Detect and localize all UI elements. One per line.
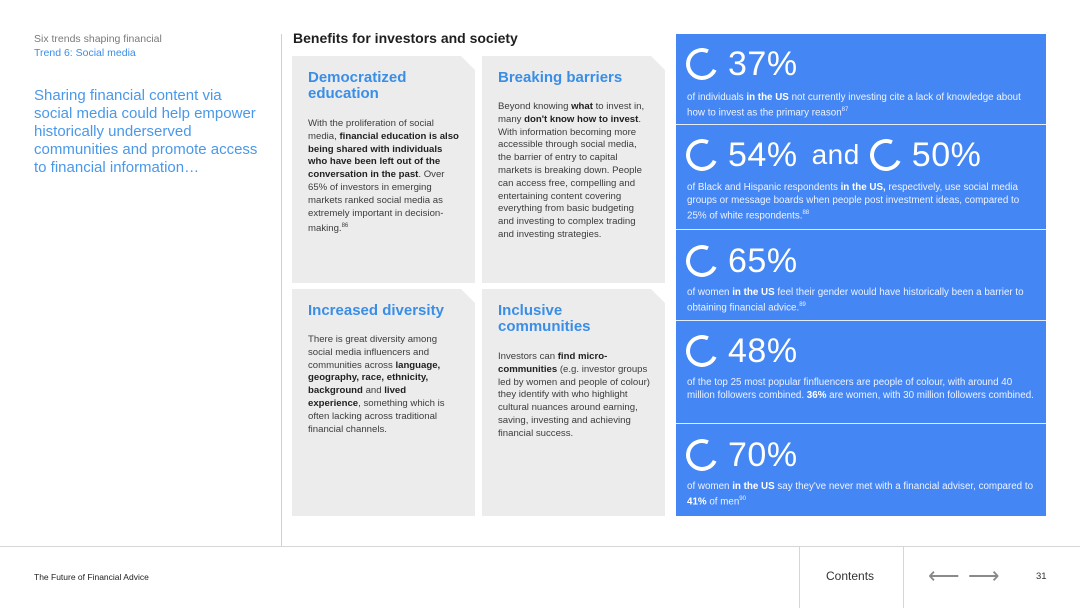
progress-ring-icon: [681, 330, 723, 372]
stat-description: of Black and Hispanic respondents in the…: [687, 182, 1020, 222]
footer-separator: [799, 546, 800, 608]
contents-link[interactable]: Contents: [826, 569, 875, 583]
stat-value: 48%: [728, 332, 798, 370]
card-body: There is great diversity among social me…: [308, 334, 445, 435]
progress-ring-icon: [681, 134, 723, 176]
stat-description: of women in the US say they've never met…: [687, 481, 1034, 508]
stats-panel: 37% of individuals in the US not current…: [676, 34, 1046, 516]
card-increased-diversity: Increased diversity There is great diver…: [292, 289, 475, 516]
breadcrumb-trend[interactable]: Trend 6: Social media: [34, 47, 136, 59]
stat-conjunction: and: [811, 139, 860, 170]
stat-block: 48% of the top 25 most popular finfluenc…: [676, 320, 1046, 423]
stat-description: of the top 25 most popular finfluencers …: [687, 377, 1034, 401]
lead-statement: Sharing financial content via social med…: [34, 87, 258, 176]
stat-value-secondary: 50%: [911, 136, 982, 174]
progress-ring-icon: [681, 434, 723, 476]
previous-page-arrow-icon[interactable]: ⟵: [928, 563, 960, 588]
stat-figure: 70%: [681, 434, 798, 476]
stat-description: of women in the US feel their gender wou…: [687, 287, 1024, 314]
card-title: Inclusive communities: [498, 302, 591, 335]
stat-value: 65%: [728, 242, 798, 280]
stat-figure: 54% and 50%: [681, 134, 982, 176]
card-democratized-education: Democratized education With the prolifer…: [292, 56, 475, 283]
progress-ring-icon: [681, 43, 723, 85]
stat-figure: 65%: [681, 240, 798, 282]
progress-ring-icon: [865, 134, 907, 176]
card-body: Beyond knowing what to invest in, many d…: [498, 101, 645, 240]
stat-value: 37%: [728, 45, 798, 83]
footer-separator: [903, 546, 904, 608]
stat-block: 37% of individuals in the US not current…: [676, 34, 1046, 124]
card-title: Increased diversity: [308, 302, 444, 319]
page-number: 31: [1036, 571, 1047, 582]
stat-value: 54%: [728, 136, 798, 174]
stat-block: 70% of women in the US say they've never…: [676, 423, 1046, 516]
footer-divider: [0, 546, 1080, 547]
stat-value: 70%: [728, 436, 798, 474]
next-page-arrow-icon[interactable]: ⟶: [968, 563, 1000, 588]
stat-description: of individuals in the US not currently i…: [687, 92, 1021, 119]
breadcrumb-section[interactable]: Six trends shaping financial: [34, 33, 162, 45]
section-title: Benefits for investors and society: [293, 30, 518, 46]
breadcrumb: Six trends shaping financial Trend 6: So…: [34, 32, 162, 60]
card-body: Investors can find micro-communities (e.…: [498, 351, 650, 439]
stat-figure: 37%: [681, 43, 798, 85]
card-title: Breaking barriers: [498, 69, 623, 86]
stat-block: 65% of women in the US feel their gender…: [676, 229, 1046, 320]
card-breaking-barriers: Breaking barriers Beyond knowing what to…: [482, 56, 665, 283]
card-body: With the proliferation of social media, …: [308, 118, 459, 235]
stat-figure: 48%: [681, 330, 798, 372]
stat-block: 54% and 50% of Black and Hispanic respon…: [676, 124, 1046, 229]
vertical-divider: [281, 34, 282, 546]
card-inclusive-communities: Inclusive communities Investors can find…: [482, 289, 665, 516]
footer-report-title: The Future of Financial Advice: [34, 572, 149, 582]
progress-ring-icon: [681, 240, 723, 282]
card-title: Democratized education: [308, 69, 407, 102]
